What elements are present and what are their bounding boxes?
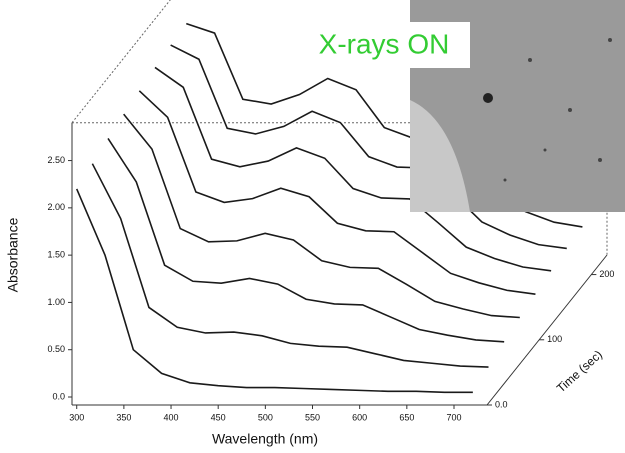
x-tick-label: 550 (305, 412, 320, 422)
y-tick-label: 0.50 (47, 344, 65, 354)
inset-dot (504, 179, 507, 182)
z-tick-label: 200 (599, 269, 614, 279)
annotation: X-rays ON (319, 28, 450, 59)
chart: 0.0 0.50 1.00 1.50 2.00 2.50 300 350 400 450 500 55… (0, 0, 625, 453)
y-axis-label: Absorbance (5, 217, 21, 292)
inset-dot (528, 58, 532, 62)
y-tick-label: 0.0 (52, 391, 65, 401)
frame-line (72, 0, 192, 123)
y-tick-label: 1.00 (47, 297, 65, 307)
x-tick-label: 300 (69, 412, 84, 422)
inset-dot (483, 93, 493, 103)
z-tick-label: 100 (547, 334, 562, 344)
x-tick-label: 400 (164, 412, 179, 422)
z-axis (487, 255, 607, 405)
x-tick-label: 600 (352, 412, 367, 422)
y-tick-label: 2.00 (47, 202, 65, 212)
y-tick-label: 1.50 (47, 250, 65, 260)
inset-dot (598, 158, 602, 162)
x-tick-label: 350 (116, 412, 131, 422)
inset-dot (544, 149, 547, 152)
x-tick-label: 450 (211, 412, 226, 422)
x-tick-label: 700 (446, 412, 461, 422)
inset-dot (608, 38, 612, 42)
z-axis-label: Time (sec) (554, 347, 605, 395)
x-tick-label: 500 (258, 412, 273, 422)
z-tick-label: 0.0 (495, 399, 508, 409)
x-axis-label: Wavelength (nm) (212, 431, 318, 447)
x-tick-label: 650 (399, 412, 414, 422)
y-tick-label: 2.50 (47, 155, 65, 165)
inset-dot (568, 108, 572, 112)
